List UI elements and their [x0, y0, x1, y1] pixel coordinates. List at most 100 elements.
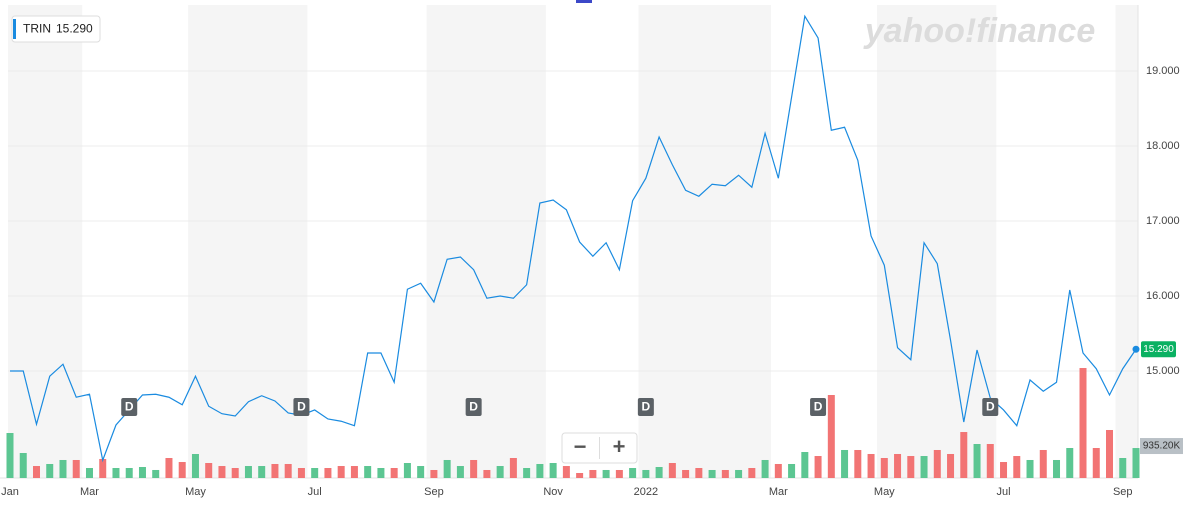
month-band: [877, 5, 997, 478]
legend-box: [11, 15, 101, 43]
x-tick-label: Mar: [80, 486, 99, 498]
volume-bar: [417, 466, 425, 478]
volume-bar: [46, 463, 54, 478]
volume-bar: [231, 468, 239, 478]
event-marker-box[interactable]: [637, 398, 654, 416]
volume-bar: [1026, 459, 1034, 478]
volume-bar: [178, 462, 186, 478]
volume-bar: [920, 456, 928, 478]
volume-bar: [165, 458, 173, 478]
volume-label-box: [1140, 438, 1183, 455]
month-band: [638, 5, 772, 478]
volume-bar: [788, 463, 796, 478]
zoom-button[interactable]: −: [574, 434, 587, 459]
volume-bar: [324, 468, 332, 478]
volume-bar: [496, 466, 504, 478]
volume-bar: [244, 466, 252, 478]
volume-bar: [642, 469, 650, 478]
volume-bar: [19, 453, 27, 478]
legend-swatch: [13, 19, 16, 39]
month-band: [8, 5, 83, 478]
event-marker[interactable]: D: [469, 400, 478, 414]
x-tick-label: Sep: [1113, 486, 1133, 498]
volume-bar: [258, 466, 266, 478]
volume-bar: [125, 468, 133, 478]
event-marker-box[interactable]: [293, 398, 310, 416]
event-marker[interactable]: D: [297, 400, 306, 414]
volume-bar: [973, 443, 981, 478]
volume-bar: [947, 453, 955, 478]
legend-name: TRIN: [23, 22, 51, 36]
volume-bar: [814, 456, 822, 478]
volume-bar: [350, 466, 358, 478]
volume-bar: [85, 468, 93, 478]
event-marker[interactable]: D: [642, 400, 651, 414]
volume-bar: [933, 449, 941, 478]
volume-bar: [986, 443, 994, 478]
x-tick-label: May: [185, 486, 206, 498]
volume-bar: [99, 458, 107, 478]
volume-bar: [576, 473, 584, 478]
volume-bar: [112, 468, 120, 478]
watermark: yahoo!finance: [863, 12, 1095, 50]
volume-bar: [311, 468, 319, 478]
volume-bar: [615, 469, 623, 478]
month-band: [188, 5, 308, 478]
volume-bar: [32, 466, 40, 478]
event-marker-box[interactable]: [121, 398, 138, 416]
volume-bar: [456, 466, 464, 478]
volume-bar: [854, 449, 862, 478]
volume-bar: [682, 469, 690, 478]
event-marker-box[interactable]: [810, 398, 827, 416]
volume-bar: [774, 463, 782, 478]
volume-bar: [655, 467, 663, 478]
event-marker[interactable]: D: [814, 400, 823, 414]
event-marker[interactable]: D: [125, 400, 134, 414]
volume-bar: [337, 466, 345, 478]
x-tick-label: Nov: [543, 486, 563, 498]
event-marker-box[interactable]: [982, 398, 999, 416]
event-marker[interactable]: D: [986, 400, 995, 414]
volume-bar: [72, 459, 80, 478]
x-tick-label: Jul: [308, 486, 322, 498]
volume-bar: [483, 469, 491, 478]
month-band: [1115, 5, 1138, 478]
volume-bar: [403, 463, 411, 478]
volume-bar: [761, 459, 769, 478]
volume-bar: [191, 453, 199, 478]
volume-bar: [748, 468, 756, 478]
volume-bar: [470, 459, 478, 478]
volume-bar: [602, 469, 610, 478]
volume-bar: [377, 468, 385, 478]
volume-bar: [509, 458, 517, 478]
x-tick-label: Sep: [424, 486, 444, 498]
last-price-label: 15.290: [1143, 344, 1174, 355]
y-tick-label: 17.000: [1146, 215, 1180, 227]
y-tick-label: 19.000: [1146, 65, 1180, 77]
volume-bar: [960, 432, 968, 478]
volume-bar: [695, 468, 703, 478]
background: [0, 5, 1138, 478]
volume-bar: [1079, 368, 1087, 478]
volume-bar: [6, 433, 14, 478]
volume-bar: [827, 395, 835, 478]
volume-bar: [708, 469, 716, 478]
volume-bar: [1039, 449, 1047, 478]
volume-bar: [297, 468, 305, 478]
volume-bar: [668, 463, 676, 478]
volume-bar: [390, 468, 398, 478]
legend-value: 15.290: [56, 22, 93, 36]
x-tick-label: Mar: [769, 486, 788, 498]
last-point: [1132, 345, 1140, 353]
volume-bar: [880, 458, 888, 478]
volume-bar: [205, 463, 213, 478]
volume-bar: [721, 469, 729, 478]
volume-bar: [218, 466, 226, 478]
volume-bar: [1066, 448, 1074, 478]
volume-bar: [801, 452, 809, 478]
volume-bar: [1132, 448, 1140, 478]
volume-bar: [1119, 458, 1127, 478]
zoom-button[interactable]: +: [613, 434, 626, 459]
volume-bar: [443, 459, 451, 478]
event-marker-box[interactable]: [465, 398, 482, 416]
